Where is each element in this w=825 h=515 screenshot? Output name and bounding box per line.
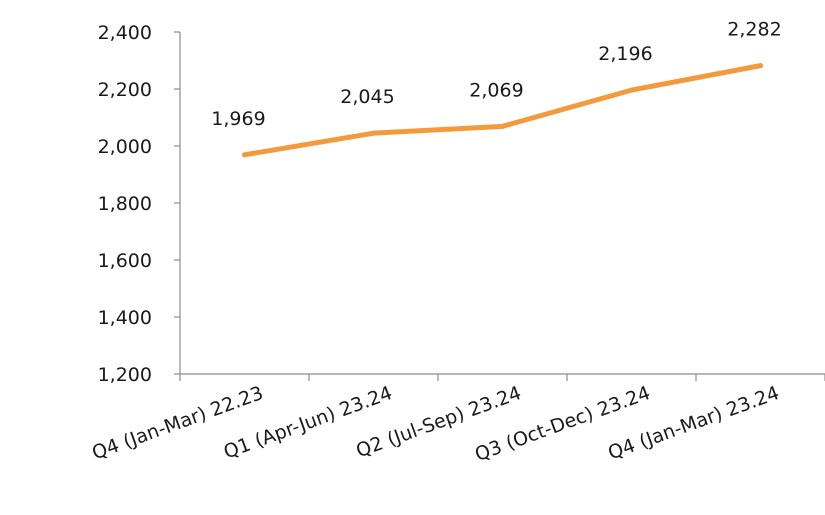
y-tick-label: 2,400 xyxy=(98,22,152,44)
data-label: 2,045 xyxy=(340,86,394,108)
y-tick-label: 1,800 xyxy=(98,193,152,215)
y-tick-label: 1,400 xyxy=(98,307,152,329)
y-tick-label: 1,200 xyxy=(98,364,152,386)
y-tick-label: 2,000 xyxy=(98,136,152,158)
y-tick-label: 2,200 xyxy=(98,79,152,101)
data-labels: 1,969 2,045 2,069 2,196 2,282 xyxy=(211,19,781,130)
y-tick-label: 1,600 xyxy=(98,250,152,272)
data-point xyxy=(758,63,763,69)
data-label: 2,069 xyxy=(469,79,523,101)
data-point xyxy=(242,152,247,158)
data-point xyxy=(500,123,505,129)
y-axis: 1,200 1,400 1,600 1,800 2,000 2,200 2,400 xyxy=(98,22,181,386)
data-label: 1,969 xyxy=(211,108,265,130)
data-label: 2,196 xyxy=(598,43,652,65)
data-label: 2,282 xyxy=(727,19,781,41)
data-point xyxy=(371,130,376,136)
data-point xyxy=(629,87,634,93)
series-layer xyxy=(242,63,763,158)
